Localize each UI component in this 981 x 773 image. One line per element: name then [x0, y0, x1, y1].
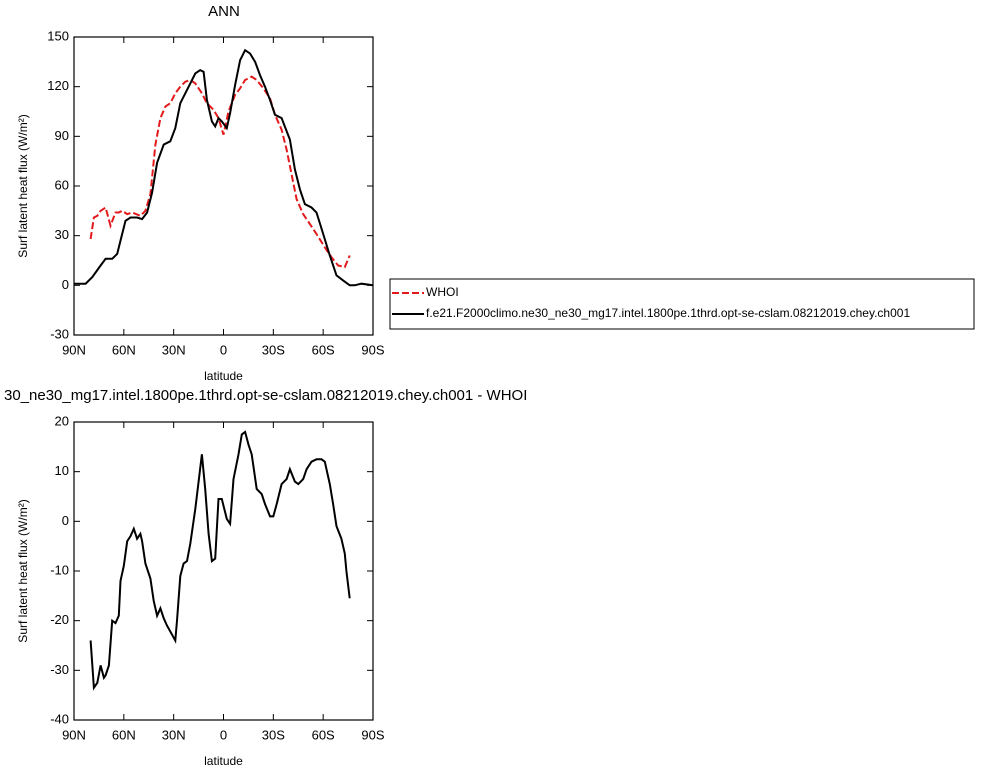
plot-frame [73, 36, 374, 336]
x-tick-label: 90S [361, 342, 384, 357]
y-tick-label: -10 [50, 562, 69, 577]
data-line [89, 430, 351, 691]
legend-label: WHOI [426, 285, 459, 299]
legend-box [389, 278, 975, 330]
x-tick-label: 60N [112, 342, 136, 357]
x-tick-label: 0 [220, 342, 227, 357]
y-tick-label: 150 [47, 28, 69, 43]
y-tick-label: 90 [55, 128, 69, 143]
chart-title: 30_ne30_mg17.intel.1800pe.1thrd.opt-se-c… [4, 387, 527, 404]
x-tick-label: 30N [162, 727, 186, 742]
x-tick-label: 90N [62, 342, 86, 357]
x-tick-label: 60S [312, 727, 335, 742]
x-tick-label: 60N [112, 727, 136, 742]
chart-title: ANN [208, 3, 240, 20]
y-axis-label: Surf latent heat flux (W/m²) [16, 114, 30, 257]
y-tick-label: 20 [55, 413, 69, 428]
x-tick-label: 30N [162, 342, 186, 357]
x-axis-label: latitude [204, 369, 243, 383]
y-tick-label: 0 [62, 513, 69, 528]
y-tick-label: 0 [62, 277, 69, 292]
y-tick-label: -20 [50, 612, 69, 627]
y-tick-label: 30 [55, 227, 69, 242]
x-axis-label: latitude [204, 754, 243, 768]
y-tick-label: -30 [50, 326, 69, 341]
y-tick-label: 120 [47, 78, 69, 93]
y-tick-label: 10 [55, 463, 69, 478]
x-tick-label: 60S [312, 342, 335, 357]
legend-label: f.e21.F2000climo.ne30_ne30_mg17.intel.18… [426, 306, 910, 320]
x-tick-label: 30S [262, 727, 285, 742]
x-tick-label: 90S [361, 727, 384, 742]
x-tick-label: 90N [62, 727, 86, 742]
y-tick-label: 60 [55, 177, 69, 192]
y-axis-label: Surf latent heat flux (W/m²) [16, 499, 30, 642]
y-tick-label: -40 [50, 711, 69, 726]
x-tick-label: 0 [220, 727, 227, 742]
y-tick-label: -30 [50, 662, 69, 677]
data-line [89, 75, 351, 269]
x-tick-label: 30S [262, 342, 285, 357]
data-line [74, 48, 374, 287]
plot-frame [73, 421, 374, 721]
